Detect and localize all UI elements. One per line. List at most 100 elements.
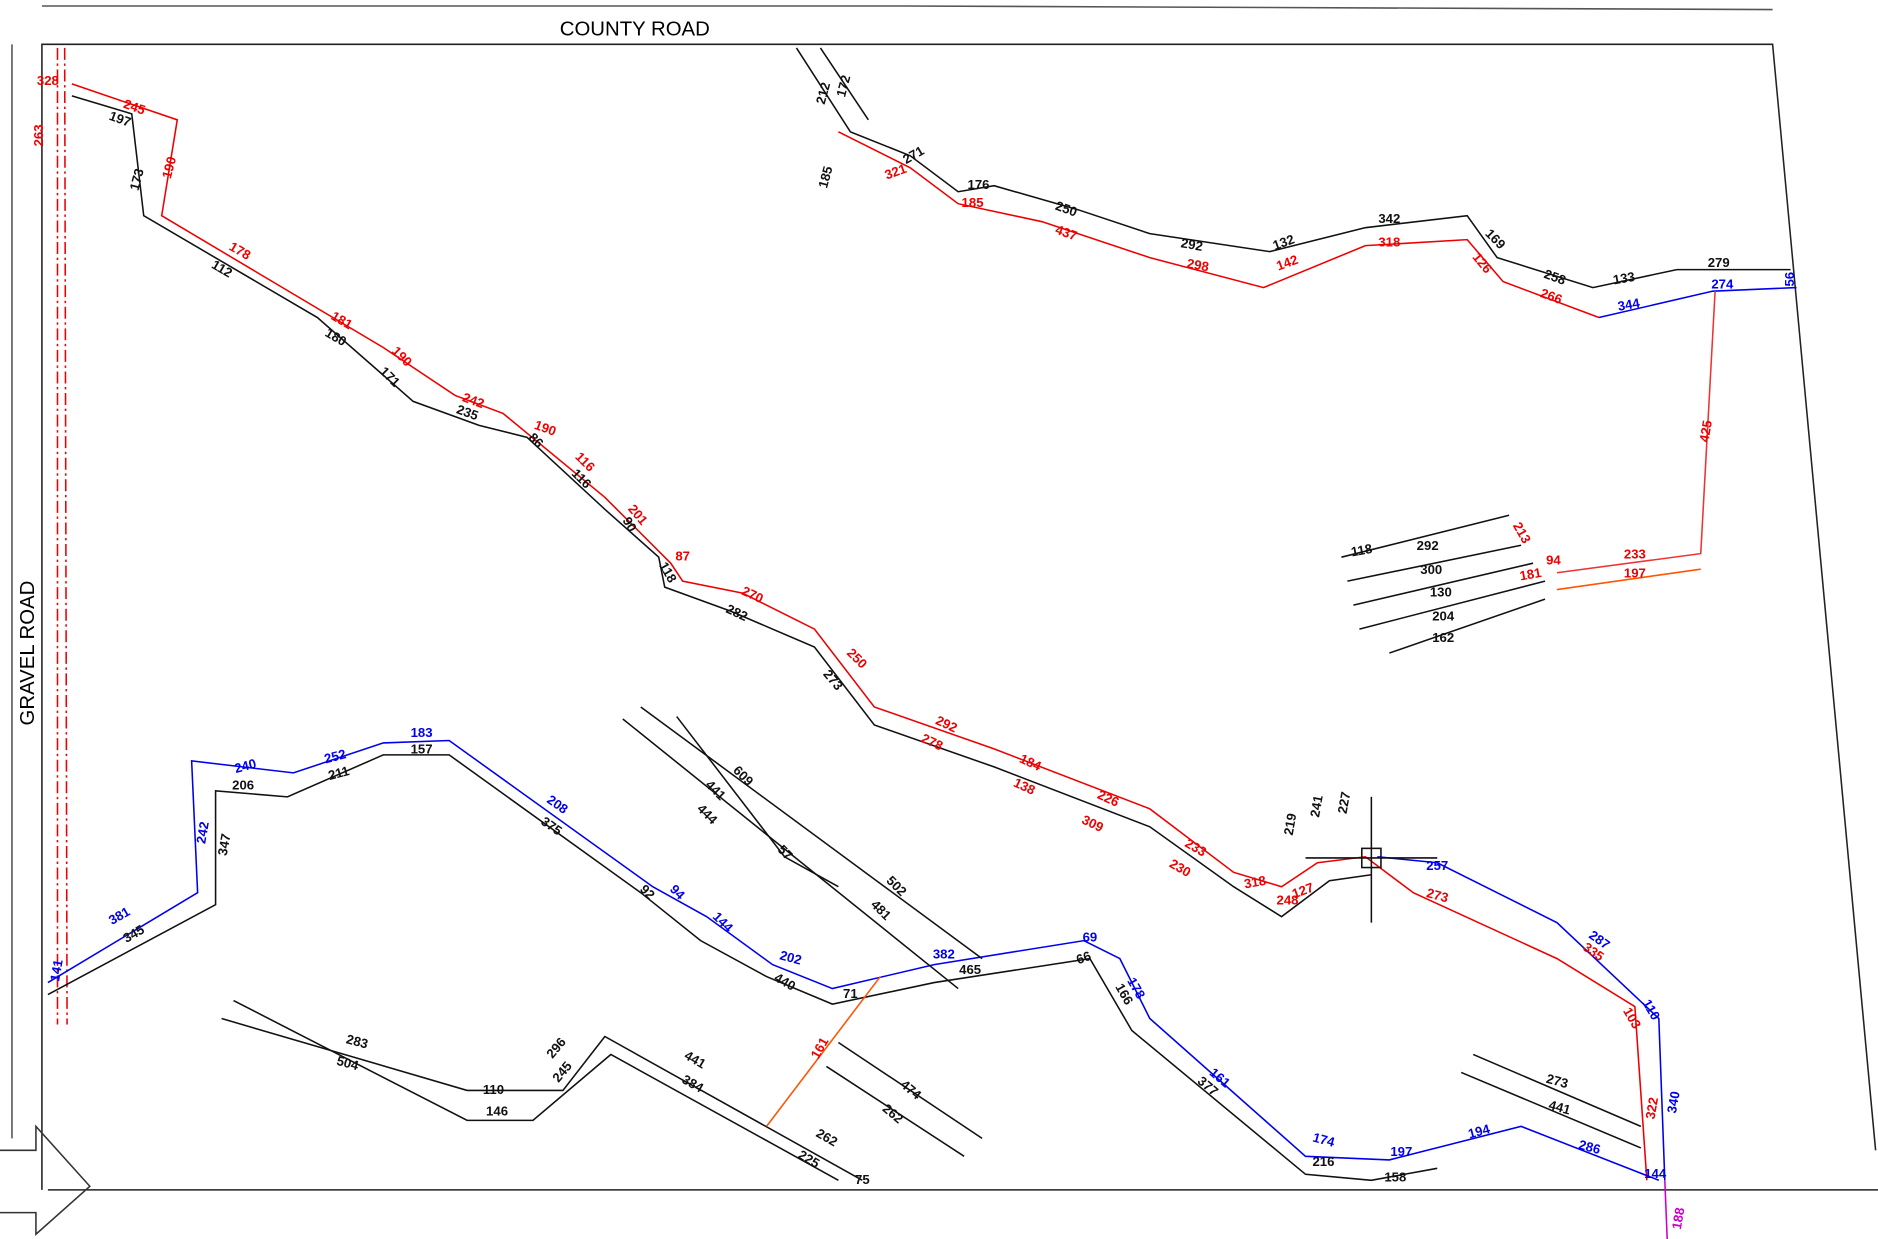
segment-label: 279: [1708, 255, 1730, 270]
segment-label: 342: [1378, 211, 1400, 226]
north-arrow: [0, 1126, 90, 1234]
segment-label: 242: [193, 820, 212, 844]
black-run: [1389, 599, 1545, 653]
segment-label: 292: [934, 713, 960, 736]
segment-label: 437: [1053, 222, 1079, 244]
segment-label: 161: [808, 1035, 832, 1062]
segment-label: 142: [1274, 252, 1300, 274]
segment-label: 282: [724, 601, 750, 624]
segment-label: 273: [820, 667, 846, 693]
segment-label: 257: [1426, 858, 1448, 873]
segment-label: 262: [814, 1125, 841, 1149]
segment-label: 87: [675, 549, 690, 564]
segment-label: 176: [968, 177, 990, 192]
segment-label: 292: [1417, 538, 1439, 553]
segment-label: 318: [1243, 873, 1267, 892]
segment-label: 340: [1664, 1090, 1683, 1114]
segment-label: 292: [1180, 235, 1204, 254]
segment-label: 226: [1095, 787, 1121, 810]
segment-label: 286: [1577, 1137, 1602, 1157]
segment-label: 230: [1167, 856, 1194, 880]
segment-label: 298: [1186, 256, 1210, 275]
segment-label: 216: [1312, 1154, 1334, 1169]
segment-label: 56: [1782, 272, 1797, 287]
segment-label: 94: [667, 882, 688, 903]
segment-label: 441: [682, 1048, 709, 1072]
segment-label: 112: [209, 257, 235, 281]
segment-label: 202: [778, 948, 803, 968]
blue-run: [1377, 857, 1664, 1181]
segment-label: 322: [1643, 1096, 1662, 1120]
segment-label: 504: [335, 1053, 361, 1073]
gravel-road-label: GRAVEL ROAD: [17, 581, 39, 726]
segment-label: 174: [1311, 1130, 1337, 1150]
segment-label: 185: [815, 165, 835, 190]
segment-label: 169: [1482, 226, 1508, 252]
segment-label: 146: [486, 1103, 508, 1118]
segment-label: 258: [1542, 266, 1568, 288]
segment-label: 300: [1420, 562, 1442, 577]
segment-label: 204: [1432, 609, 1455, 624]
segment-label: 66: [1074, 948, 1093, 967]
segment-label: 126: [1470, 250, 1496, 276]
segment-label: 138: [1011, 775, 1037, 798]
segment-label: 184: [1017, 751, 1044, 774]
segment-label: 110: [483, 1082, 504, 1097]
black-run: [48, 755, 1437, 1180]
segment-label: 172: [833, 73, 853, 98]
segment-label: 188: [1669, 1206, 1688, 1230]
segment-label: 185: [962, 195, 984, 210]
segment-label: 274: [1711, 277, 1734, 292]
segment-label: 190: [159, 155, 179, 180]
segment-label: 233: [1183, 836, 1210, 860]
segment-label: 318: [1378, 235, 1400, 250]
segment-label: 347: [215, 832, 234, 856]
dashed-line: [65, 48, 67, 1025]
segment-label: 206: [232, 778, 254, 793]
segment-label: 211: [326, 763, 350, 783]
segment-label: 194: [1466, 1121, 1492, 1141]
segment-label: 162: [1432, 630, 1454, 645]
segment-label: 444: [694, 801, 721, 828]
segment-label: 233: [1624, 546, 1646, 561]
segment-label: 344: [1617, 295, 1642, 314]
segment-label: 171: [377, 364, 403, 390]
segment-label: 118: [1350, 541, 1374, 559]
segment-label: 474: [898, 1077, 925, 1103]
segment-label: 127: [1290, 880, 1316, 902]
segment-labels: 1971731121801712358611690118282273206211…: [31, 73, 1797, 1231]
segment-label: 250: [1053, 198, 1079, 220]
segment-label: 278: [919, 731, 945, 754]
segment-label: 75: [855, 1172, 870, 1187]
segment-label: 213: [1510, 519, 1534, 546]
segment-label: 144: [1644, 1166, 1667, 1181]
segment-label: 94: [1546, 552, 1561, 567]
segment-label: 219: [1281, 812, 1300, 836]
segment-label: 227: [1335, 791, 1354, 815]
segment-label: 133: [1612, 269, 1636, 288]
red-run: [1557, 291, 1715, 573]
segment-label: 181: [1518, 565, 1542, 584]
segment-label: 197: [1390, 1144, 1412, 1159]
road-edge: [42, 6, 1773, 10]
segment-label: 178: [227, 239, 254, 263]
segment-label: 328: [37, 73, 59, 88]
segment-label: 141: [47, 958, 66, 982]
segment-label: 296: [543, 1035, 569, 1061]
segment-label: 465: [959, 962, 981, 977]
segment-label: 130: [1430, 585, 1452, 600]
segment-label: 183: [411, 725, 433, 740]
black-run: [222, 1019, 863, 1181]
segment-label: 157: [411, 742, 433, 757]
segment-label: 173: [127, 167, 147, 192]
segment-label: 240: [233, 756, 258, 776]
black-run: [1473, 1054, 1641, 1126]
segment-label: 71: [843, 986, 858, 1001]
segment-label: 103: [1620, 1005, 1644, 1032]
segment-label: 225: [796, 1147, 823, 1171]
segment-label: 609: [730, 763, 756, 789]
segment-label: 309: [1080, 812, 1106, 835]
linework: [0, 6, 1878, 1239]
segment-label: 263: [31, 124, 46, 146]
blue-run: [48, 741, 1659, 1181]
